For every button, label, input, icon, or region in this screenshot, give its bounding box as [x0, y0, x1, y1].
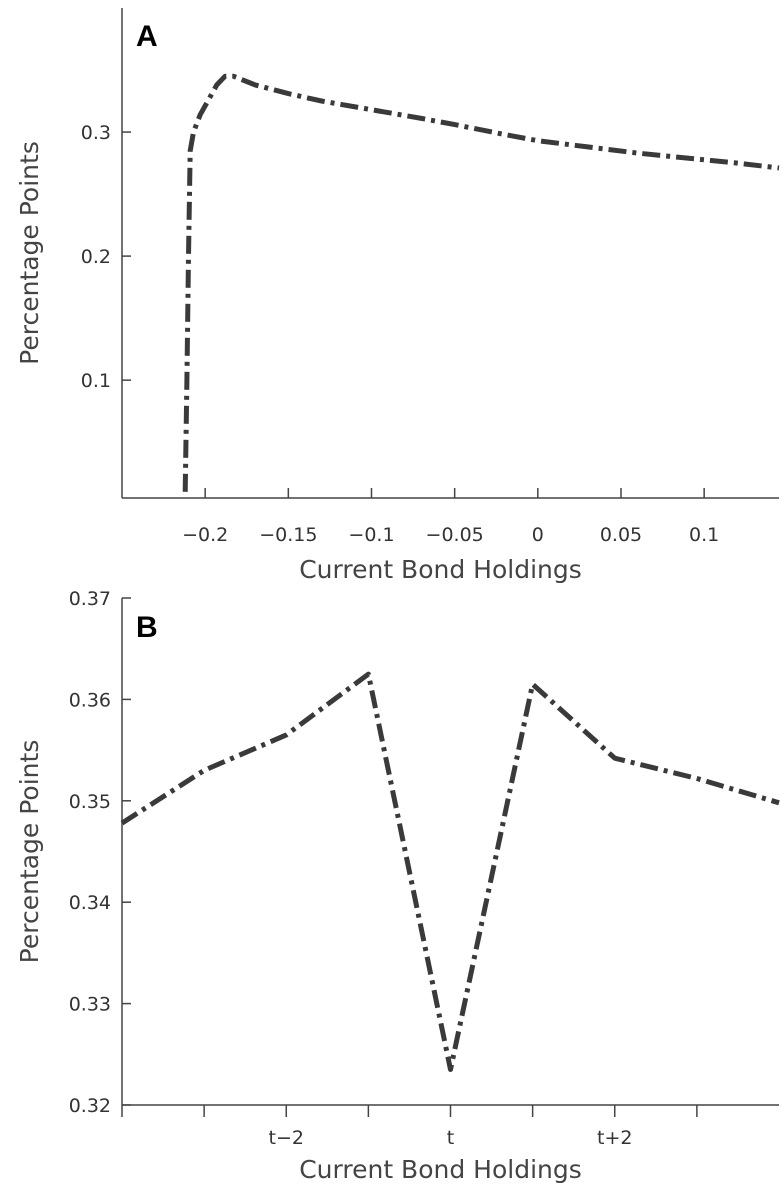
x-tick-label: −0.2 [182, 524, 228, 546]
x-tick-label: 0 [532, 524, 544, 546]
x-tick-label: t [447, 1127, 454, 1149]
y-tick-label: 0.37 [69, 588, 111, 610]
y-tick-label: 0.2 [81, 246, 111, 268]
x-axis-title: Current Bond Holdings [299, 1155, 582, 1184]
y-tick-label: 0.3 [81, 122, 111, 144]
x-tick-label: −0.15 [259, 524, 317, 546]
x-tick-label: −0.1 [348, 524, 394, 546]
x-tick-label: 0.1 [689, 524, 719, 546]
panel-a: 0.1 0.2 0.3 −0.2 −0.15 −0.1 −0.05 0 0.05 0.1 Curre… [15, 8, 780, 584]
series-line [120, 671, 780, 1072]
y-axis-title: Percentage Points [15, 141, 44, 365]
x-tick-label: t−2 [269, 1127, 304, 1149]
x-tick-label: 0.05 [600, 524, 642, 546]
y-tick-label: 0.34 [69, 892, 111, 914]
y-tick-label: 0.33 [69, 994, 111, 1016]
x-tick-label: t+2 [597, 1127, 632, 1149]
panel-b: 0.32 0.33 0.34 0.35 0.36 0.37 t−2 t t+2 Current B… [15, 588, 780, 1184]
y-axis-title: Percentage Points [15, 740, 44, 964]
series-line [182, 73, 780, 492]
y-tick-label: 0.32 [69, 1095, 111, 1117]
y-tick-label: 0.36 [69, 689, 111, 711]
y-tick-label: 0.1 [81, 370, 111, 392]
y-tick-label: 0.35 [69, 791, 111, 813]
x-axis-title: Current Bond Holdings [299, 555, 582, 584]
panel-label: A [136, 20, 158, 53]
x-tick-label: −0.05 [426, 524, 484, 546]
panel-label: B [136, 611, 158, 644]
